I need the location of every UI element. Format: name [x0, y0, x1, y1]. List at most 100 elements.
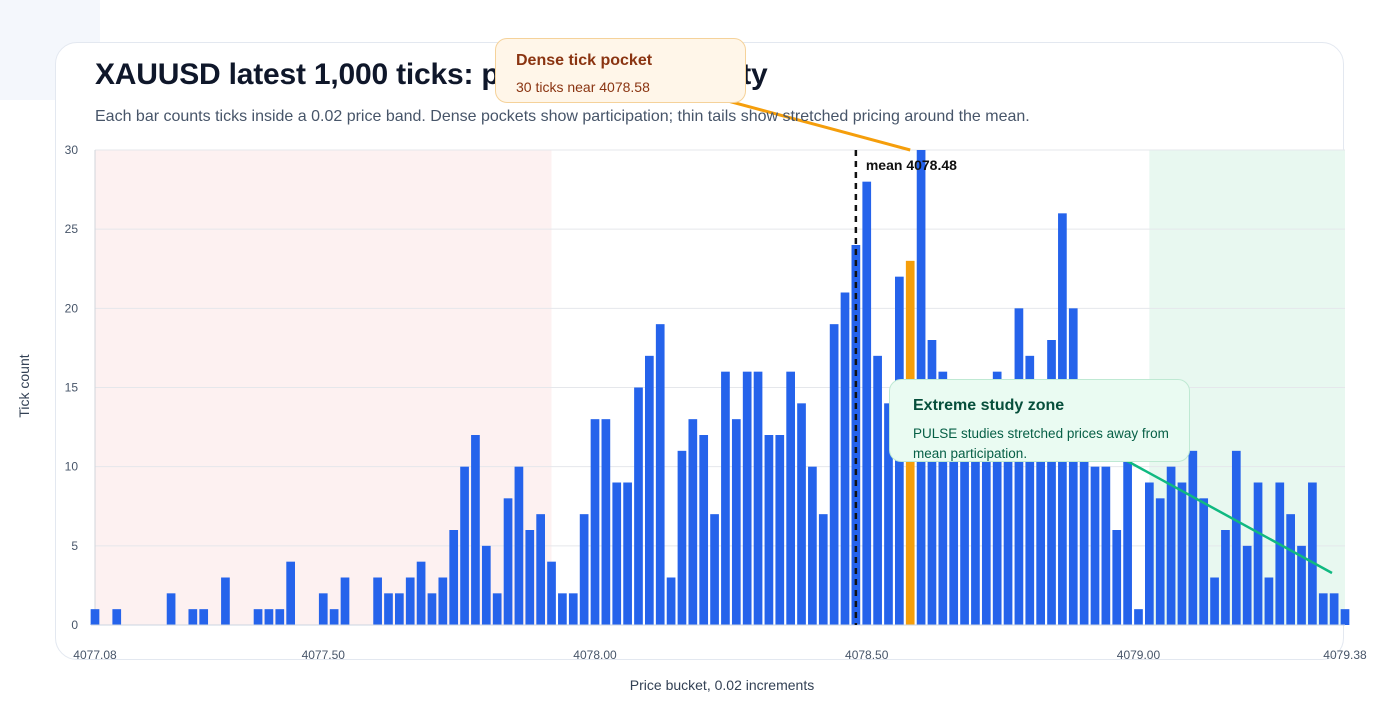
x-tick-label: 4077.08 [73, 648, 117, 662]
histogram-bar [1155, 498, 1165, 625]
chart-subtitle: Each bar counts ticks inside a 0.02 pric… [95, 108, 1030, 125]
histogram-bar [1221, 530, 1230, 625]
histogram-bar [1112, 530, 1122, 625]
histogram-bar [1199, 498, 1209, 625]
histogram-bar [384, 593, 393, 625]
x-tick-label: 4077.50 [302, 648, 346, 662]
histogram-bar [514, 466, 524, 625]
histogram-bar [1025, 355, 1035, 625]
y-tick-label: 15 [65, 381, 79, 395]
histogram-bar [808, 466, 817, 625]
histogram-bar [786, 371, 795, 625]
x-tick-label: 4079.38 [1323, 648, 1367, 662]
histogram-bar [775, 435, 785, 625]
histogram-bar [731, 419, 741, 625]
histogram-bar [90, 609, 100, 625]
histogram-bar [568, 593, 578, 625]
histogram-bar [1308, 482, 1317, 625]
histogram-bar [655, 324, 665, 625]
histogram-bar [938, 371, 948, 625]
histogram-bar [1079, 450, 1089, 625]
histogram-bar [1264, 577, 1274, 625]
histogram-bar [1318, 593, 1328, 625]
histogram-bar [275, 609, 285, 625]
dense-pocket-callout-body: 30 ticks near 4078.58 [516, 79, 650, 95]
histogram-bar [851, 245, 861, 625]
histogram-bar [1188, 450, 1198, 625]
histogram-bar [1177, 482, 1187, 625]
histogram-bar [253, 609, 263, 625]
extreme-zone-callout-title: Extreme study zone [913, 397, 1065, 414]
mean-label: mean 4078.48 [866, 157, 957, 173]
histogram-bar [558, 593, 567, 625]
histogram-bar [960, 419, 969, 625]
y-tick-label: 5 [71, 539, 78, 553]
histogram-bar [612, 482, 622, 625]
histogram-bar [884, 403, 893, 625]
histogram-bar [199, 609, 209, 625]
histogram-bar [1123, 419, 1132, 625]
histogram-bar [764, 435, 774, 625]
histogram-bar [1134, 609, 1143, 625]
histogram-bar [688, 419, 698, 625]
histogram-bar [1253, 482, 1263, 625]
histogram-bar [742, 371, 752, 625]
y-tick-label: 0 [71, 618, 78, 632]
y-tick-label: 25 [65, 222, 79, 236]
histogram-bar [1068, 308, 1078, 625]
x-tick-label: 4078.00 [573, 648, 617, 662]
histogram-bar [503, 498, 513, 625]
histogram-bar [373, 577, 382, 625]
histogram-bar [829, 324, 839, 625]
y-axis-label: Tick count [16, 354, 32, 418]
histogram-bar [634, 387, 643, 625]
histogram-bar [971, 387, 980, 625]
histogram-bar [438, 577, 448, 625]
histogram-bar [460, 466, 469, 625]
histogram-bar [405, 577, 415, 625]
histogram-bar [1340, 609, 1350, 625]
histogram-bar [1047, 340, 1056, 625]
histogram-bar [112, 609, 122, 625]
histogram-bar [329, 609, 339, 625]
histogram-bar [1036, 419, 1045, 625]
histogram-bar [797, 403, 806, 625]
histogram-bar [525, 530, 535, 625]
histogram-bar [862, 181, 872, 625]
histogram-bar [449, 530, 459, 625]
histogram-bar [840, 292, 850, 625]
histogram-bar [1297, 545, 1306, 625]
histogram-bar [1286, 514, 1295, 625]
histogram-bar [416, 561, 426, 625]
histogram-bar [666, 577, 676, 625]
extreme-callout-connector [1097, 443, 1333, 575]
histogram-bar [753, 371, 763, 625]
y-tick-label: 20 [65, 301, 79, 315]
histogram-bar [623, 482, 632, 625]
histogram-bar [949, 403, 959, 625]
histogram-bar [645, 355, 654, 625]
histogram-bar [166, 593, 176, 625]
histogram-bar [1145, 482, 1154, 625]
histogram-bar [927, 340, 937, 625]
histogram-bar [710, 514, 719, 625]
histogram-bar [536, 514, 545, 625]
histogram-bar [1275, 482, 1285, 625]
histogram-bar [873, 355, 882, 625]
histogram-bar [1003, 419, 1013, 625]
histogram-bar [492, 593, 502, 625]
histogram-bar [1210, 577, 1219, 625]
histogram-bar [601, 419, 611, 625]
histogram-bar [395, 593, 404, 625]
y-tick-label: 30 [65, 143, 79, 157]
histogram-bar [264, 609, 274, 625]
histogram-bar [471, 435, 480, 625]
histogram-bar [579, 514, 589, 625]
histogram-bar [1090, 466, 1100, 625]
histogram-bar [188, 609, 198, 625]
x-tick-label: 4079.00 [1117, 648, 1161, 662]
histogram-bar [721, 371, 730, 625]
histogram-bar [318, 593, 328, 625]
dense-pocket-callout-title: Dense tick pocket [516, 52, 653, 69]
histogram-bar [481, 545, 491, 625]
